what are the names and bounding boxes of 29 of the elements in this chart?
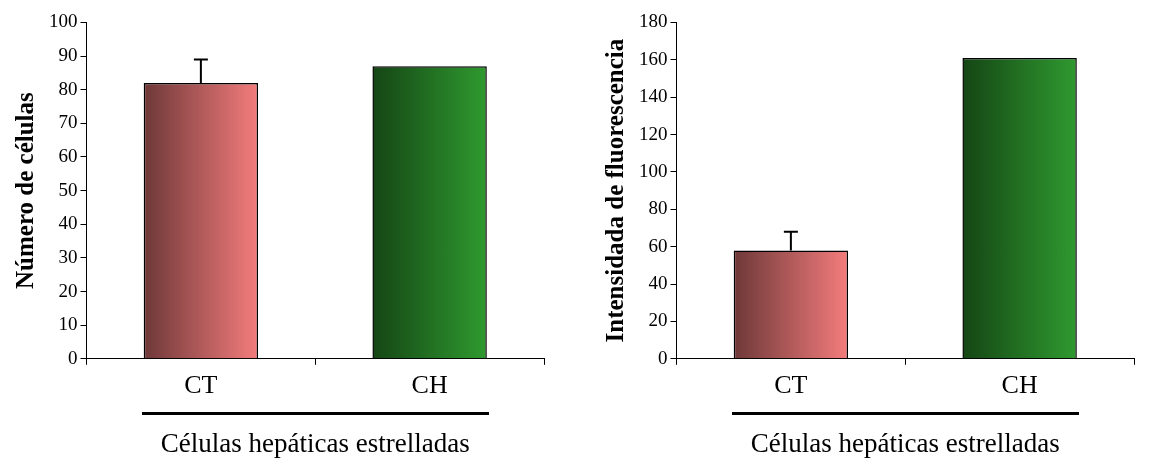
x-tick-label: CT — [774, 370, 808, 400]
y-tick-label: 80 — [58, 77, 78, 99]
x-axis-title: Células hepáticas estrelladas — [159, 428, 471, 459]
y-tick-label: 100 — [49, 10, 78, 32]
y-tick-label: 30 — [58, 245, 78, 267]
y-tick-label: 20 — [648, 309, 668, 331]
y-tick-label: 20 — [58, 279, 78, 301]
y-tick-label: 140 — [639, 85, 668, 107]
x-tick-label: CT — [184, 370, 218, 400]
y-tick-label: 50 — [58, 178, 78, 200]
y-tick-label: 10 — [58, 313, 78, 335]
y-tick-label: 180 — [639, 10, 668, 32]
x-tick-label: CH — [1001, 370, 1038, 400]
y-tick-label: 40 — [648, 272, 668, 294]
x-axis-title: Células hepáticas estrelladas — [749, 428, 1061, 459]
y-tick-label: 0 — [68, 346, 78, 368]
y-tick-label: 70 — [58, 111, 78, 133]
y-tick-label: 40 — [58, 212, 78, 234]
y-axis-title: Intensidada de fluorescencia — [601, 38, 629, 343]
y-tick-label: 80 — [648, 197, 668, 219]
y-tick-label: 60 — [648, 234, 668, 256]
x-tick-label: CH — [411, 370, 448, 400]
y-axis-title: Número de células — [11, 91, 39, 289]
y-tick-label: 90 — [58, 44, 78, 66]
y-tick-label: 100 — [639, 159, 668, 181]
y-tick-label: 120 — [639, 122, 668, 144]
y-tick-label: 0 — [658, 346, 668, 368]
y-tick-label: 60 — [58, 144, 78, 166]
y-tick-label: 160 — [639, 47, 668, 69]
